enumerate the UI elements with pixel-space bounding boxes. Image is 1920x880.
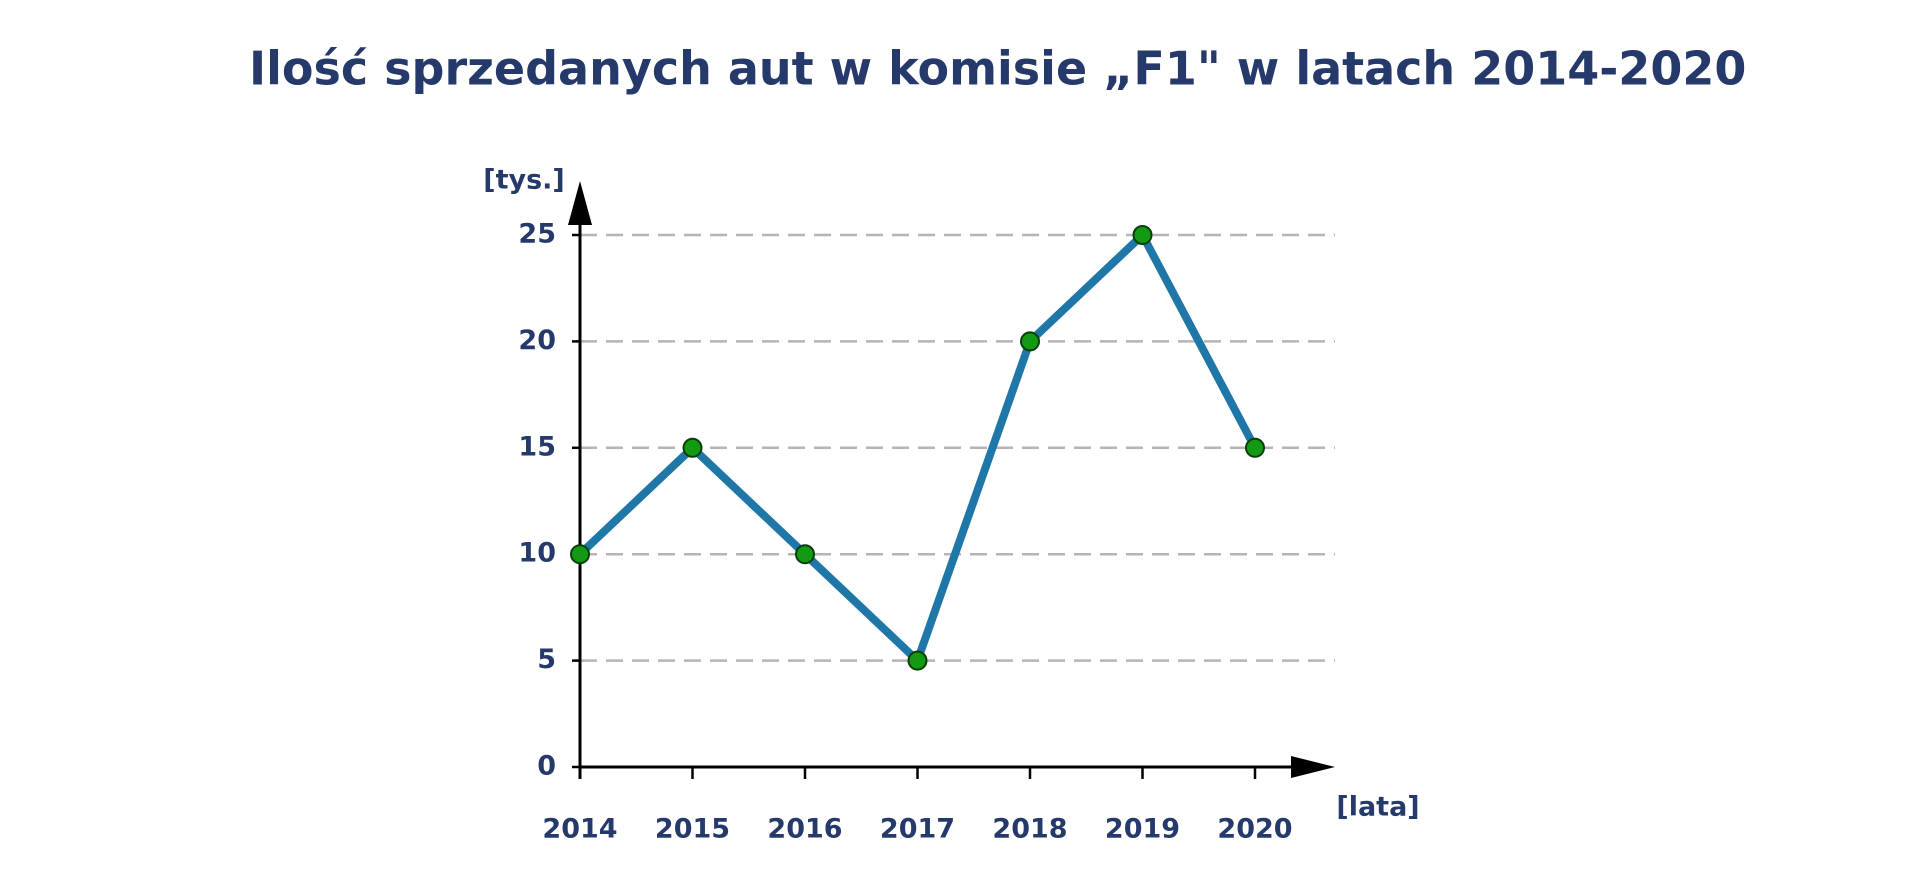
- x-tick-label: 2020: [1217, 814, 1292, 845]
- x-axis-label: [lata]: [1336, 792, 1419, 823]
- y-tick-label: 0: [537, 751, 556, 782]
- x-axis-arrow: [1291, 756, 1335, 778]
- data-point: [1132, 225, 1153, 245]
- y-tick-label: 15: [518, 431, 556, 462]
- y-tick-label: 10: [518, 538, 556, 569]
- y-tick-label: 20: [518, 325, 556, 356]
- data-point: [795, 544, 815, 565]
- chart-title: Ilość sprzedanych aut w komisie „F1" w l…: [249, 42, 1746, 96]
- x-tick-label: 2014: [542, 814, 617, 845]
- y-axis-arrow: [568, 181, 592, 225]
- y-tick-label: 25: [518, 219, 556, 250]
- x-tick-label: 2016: [767, 814, 842, 845]
- x-tick-label: 2019: [1105, 814, 1180, 845]
- x-tick-label: 2018: [992, 814, 1067, 845]
- data-point: [907, 650, 928, 671]
- data-point: [570, 544, 590, 565]
- data-point: [1245, 437, 1265, 458]
- data-point: [1020, 331, 1040, 352]
- x-tick-label: 2017: [880, 814, 955, 845]
- y-axis-label: [tys.]: [483, 165, 565, 196]
- data-point: [682, 437, 703, 458]
- x-tick-label: 2015: [655, 814, 730, 845]
- y-tick-label: 5: [537, 644, 556, 675]
